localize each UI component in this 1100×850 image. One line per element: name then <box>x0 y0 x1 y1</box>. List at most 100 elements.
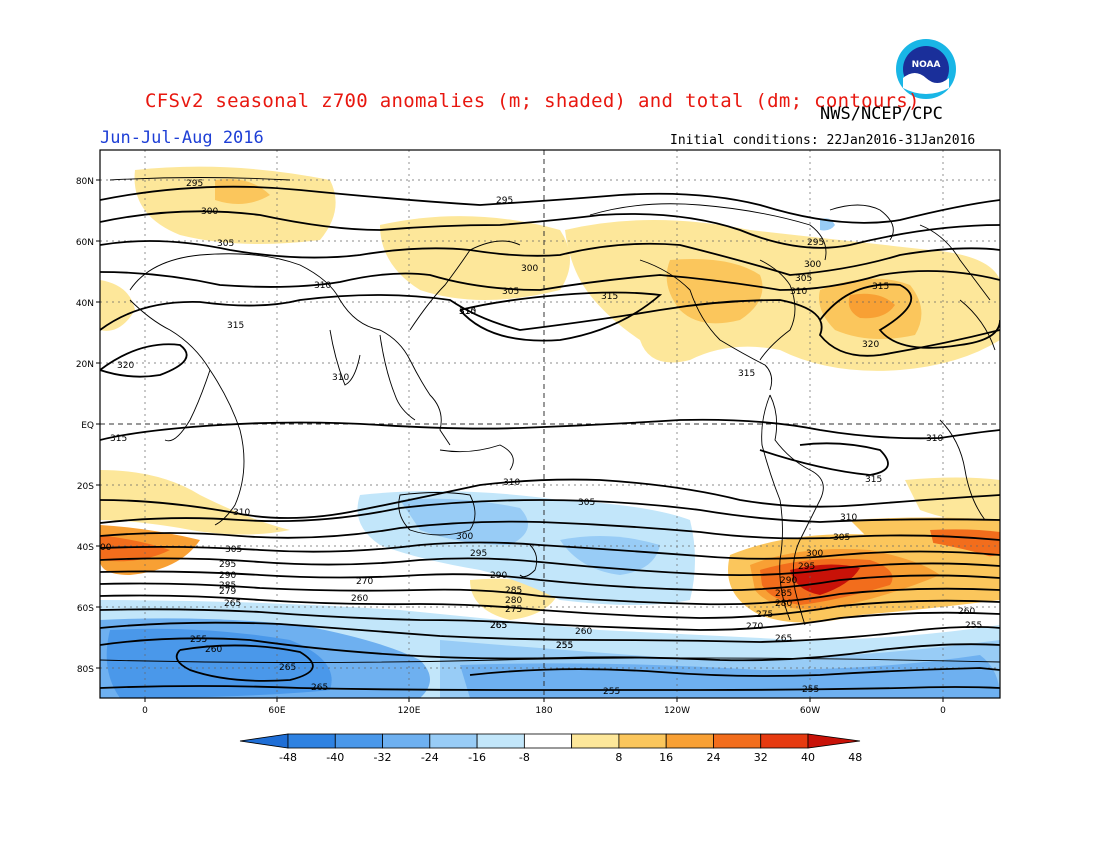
contour-label: 310 <box>840 513 857 523</box>
longitude-ticks <box>144 698 944 702</box>
colorbar-label: 16 <box>659 751 673 764</box>
lon-label: 60W <box>800 706 820 716</box>
agency-label: NWS/NCEP/CPC <box>820 104 943 124</box>
chart-title: CFSv2 seasonal z700 anomalies (m; shaded… <box>145 90 920 112</box>
contour-label: 305 <box>578 498 595 508</box>
contour-label: 305 <box>795 274 812 284</box>
contour-label: 265 <box>490 621 507 631</box>
contour-label: 305 <box>225 545 242 555</box>
latitude-axis: 80N 60N 40N 20N EQ 20S 40S 60S 80S <box>76 177 94 675</box>
contour-label: 265 <box>490 621 507 631</box>
contour-label: 310 <box>790 287 807 297</box>
contour-label: 260 <box>958 607 975 617</box>
contour-labels: 295 300 305 310 315 320 310 315 295 300 … <box>100 179 982 697</box>
lon-label: 0 <box>940 706 946 716</box>
colorbar: -48 -40 -32 -24 -16 -8 8 16 24 32 40 48 <box>239 733 862 764</box>
colorbar-high-triangle <box>807 733 861 749</box>
contour-label: 280 <box>505 596 522 606</box>
contour-label: 305 <box>502 287 519 297</box>
lat-label: 80S <box>77 665 94 675</box>
coastlines <box>100 177 1000 663</box>
colorbar-label: -48 <box>279 751 297 764</box>
contour-label: 315 <box>110 434 127 444</box>
lon-label: 120E <box>398 706 421 716</box>
lat-label: 80N <box>76 177 94 187</box>
contour-label: 295 <box>496 196 513 206</box>
contour-label: 275 <box>505 605 522 615</box>
negative-anomaly-shading <box>100 218 1000 698</box>
contour-label: 310 <box>233 508 250 518</box>
contour-label: 295 <box>186 179 203 189</box>
contour-label: 270 <box>356 577 373 587</box>
contour-label: 310 <box>926 434 943 444</box>
contour-label: 305 <box>833 533 850 543</box>
contour-label: 315 <box>227 321 244 331</box>
colorbar-segment <box>287 733 336 749</box>
contour-label: 295 <box>798 562 815 572</box>
contour-label: 300 <box>804 260 821 270</box>
lat-label: 20N <box>76 360 94 370</box>
logo-text: NOAA <box>912 60 941 70</box>
colorbar-segment <box>760 733 809 749</box>
contour-label: 265 <box>279 663 296 673</box>
colorbar-label: 40 <box>801 751 815 764</box>
initial-conditions-label: Initial conditions: 22Jan2016-31Jan2016 <box>670 133 976 148</box>
colorbar-label: -40 <box>326 751 344 764</box>
noaa-logo: NOAA <box>895 38 957 100</box>
contour-label: 315 <box>865 475 882 485</box>
contour-label: 300 <box>456 532 473 542</box>
lat-lon-grid <box>100 150 1000 698</box>
contour-label: 315 <box>738 369 755 379</box>
contour-label: 00 <box>100 543 112 553</box>
contour-label: 320 <box>117 361 134 371</box>
equator-dateline <box>100 150 1000 698</box>
contour-label: 315 <box>872 282 889 292</box>
lat-label: 40S <box>77 543 94 553</box>
contour-label: 265 <box>224 599 241 609</box>
colorbar-segment <box>665 733 714 749</box>
contour-label: 290 <box>490 571 507 581</box>
contour-label: 295 <box>219 560 236 570</box>
contour-label: 280 <box>775 599 792 609</box>
lat-label: 60N <box>76 238 94 248</box>
contour-label: 285 <box>505 586 522 596</box>
contour-label: 255 <box>190 635 207 645</box>
map-area: 295 300 305 310 315 320 310 315 295 300 … <box>100 150 1000 698</box>
lon-label: 0 <box>142 706 148 716</box>
colorbar-segment <box>523 733 573 749</box>
colorbar-segment <box>429 733 478 749</box>
contour-label: 310 <box>314 281 331 291</box>
contour-label: 295 <box>807 238 824 248</box>
colorbar-label: -16 <box>468 751 486 764</box>
height-contours <box>100 185 1000 691</box>
colorbar-label: 32 <box>754 751 768 764</box>
lon-label: 60E <box>268 706 285 716</box>
contour-label: 285 <box>775 589 792 599</box>
contour-label: 295 <box>470 549 487 559</box>
contour-label: 290 <box>219 571 236 581</box>
contour-label: 260 <box>205 645 222 655</box>
longitude-axis: 0 60E 120E 180 120W 60W 0 <box>142 706 946 716</box>
contour-label: 265 <box>775 634 792 644</box>
contour-label: 255 <box>965 621 982 631</box>
contour-label: 300 <box>201 207 218 217</box>
colorbar-low-triangle <box>239 733 289 749</box>
contour-label: 260 <box>575 627 592 637</box>
colorbar-segment <box>713 733 762 749</box>
contour-label: 310 <box>459 307 476 317</box>
colorbar-label: -8 <box>519 751 530 764</box>
contour-label: 285 <box>219 581 236 591</box>
contour-label: 255 <box>556 641 573 651</box>
colorbar-segment <box>476 733 525 749</box>
lon-label: 120W <box>664 706 690 716</box>
latitude-ticks <box>96 179 100 669</box>
colorbar-segment <box>334 733 383 749</box>
colorbar-label: 8 <box>615 751 622 764</box>
contour-label: 275 <box>756 610 773 620</box>
contour-label: 290 <box>780 576 797 586</box>
lat-label: 20S <box>77 482 94 492</box>
colorbar-segment <box>571 733 620 749</box>
contour-label: 310 <box>503 478 520 488</box>
contour-label: 300 <box>806 549 823 559</box>
colorbar-label: 24 <box>706 751 720 764</box>
